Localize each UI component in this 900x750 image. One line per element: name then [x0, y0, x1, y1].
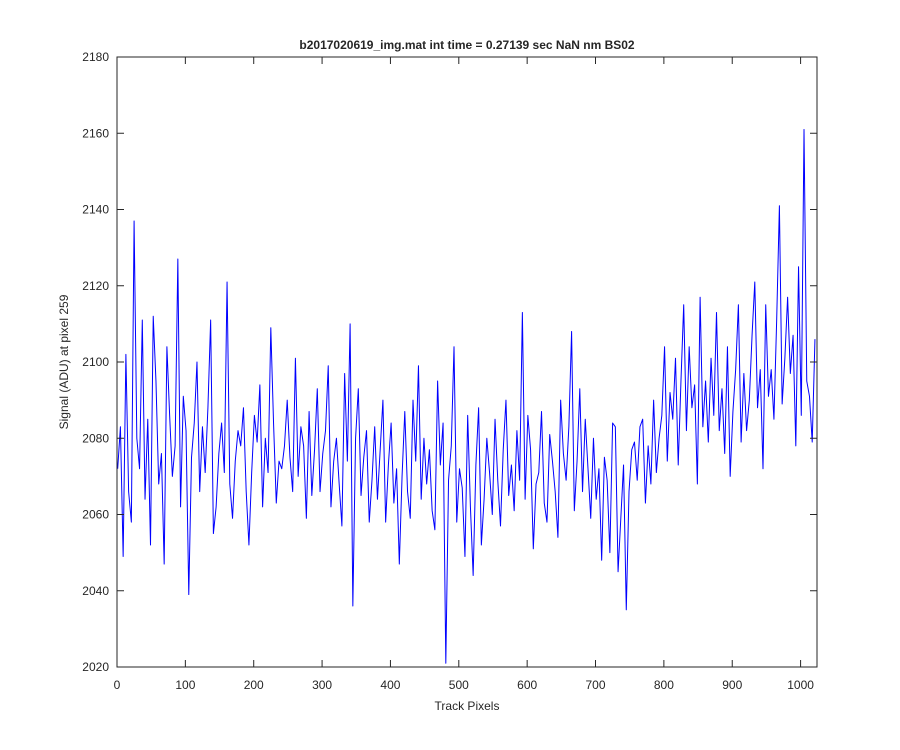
y-tick-label: 2080 — [82, 431, 109, 445]
x-tick-label: 700 — [586, 678, 606, 692]
x-axis: 0 100 200 300 400 500 600 700 800 900 1000 — [114, 57, 814, 692]
x-tick-label: 1000 — [787, 678, 814, 692]
x-tick-label: 900 — [722, 678, 742, 692]
x-tick-label: 500 — [449, 678, 469, 692]
x-tick-label: 600 — [517, 678, 537, 692]
y-axis-label: Signal (ADU) at pixel 259 — [57, 294, 71, 429]
x-tick-label: 200 — [244, 678, 264, 692]
plot-area — [117, 128, 816, 664]
y-tick-label: 2020 — [82, 660, 109, 674]
y-tick-label: 2180 — [82, 50, 109, 64]
y-tick-label: 2160 — [82, 126, 109, 140]
y-tick-label: 2100 — [82, 355, 109, 369]
x-tick-label: 0 — [114, 678, 121, 692]
x-tick-label: 800 — [654, 678, 674, 692]
x-axis-label: Track Pixels — [435, 699, 500, 713]
plot-background — [117, 57, 817, 667]
signal-series-line — [117, 128, 816, 664]
x-tick-label: 100 — [175, 678, 195, 692]
x-tick-label: 300 — [312, 678, 332, 692]
chart-title: b2017020619_img.mat int time = 0.27139 s… — [299, 38, 635, 52]
x-tick-label: 400 — [380, 678, 400, 692]
y-tick-label: 2140 — [82, 203, 109, 217]
y-axis: 2020 2040 2060 2080 2100 2120 2140 2160 2180 — [82, 50, 817, 674]
y-tick-label: 2060 — [82, 508, 109, 522]
y-tick-label: 2120 — [82, 279, 109, 293]
y-tick-label: 2040 — [82, 584, 109, 598]
